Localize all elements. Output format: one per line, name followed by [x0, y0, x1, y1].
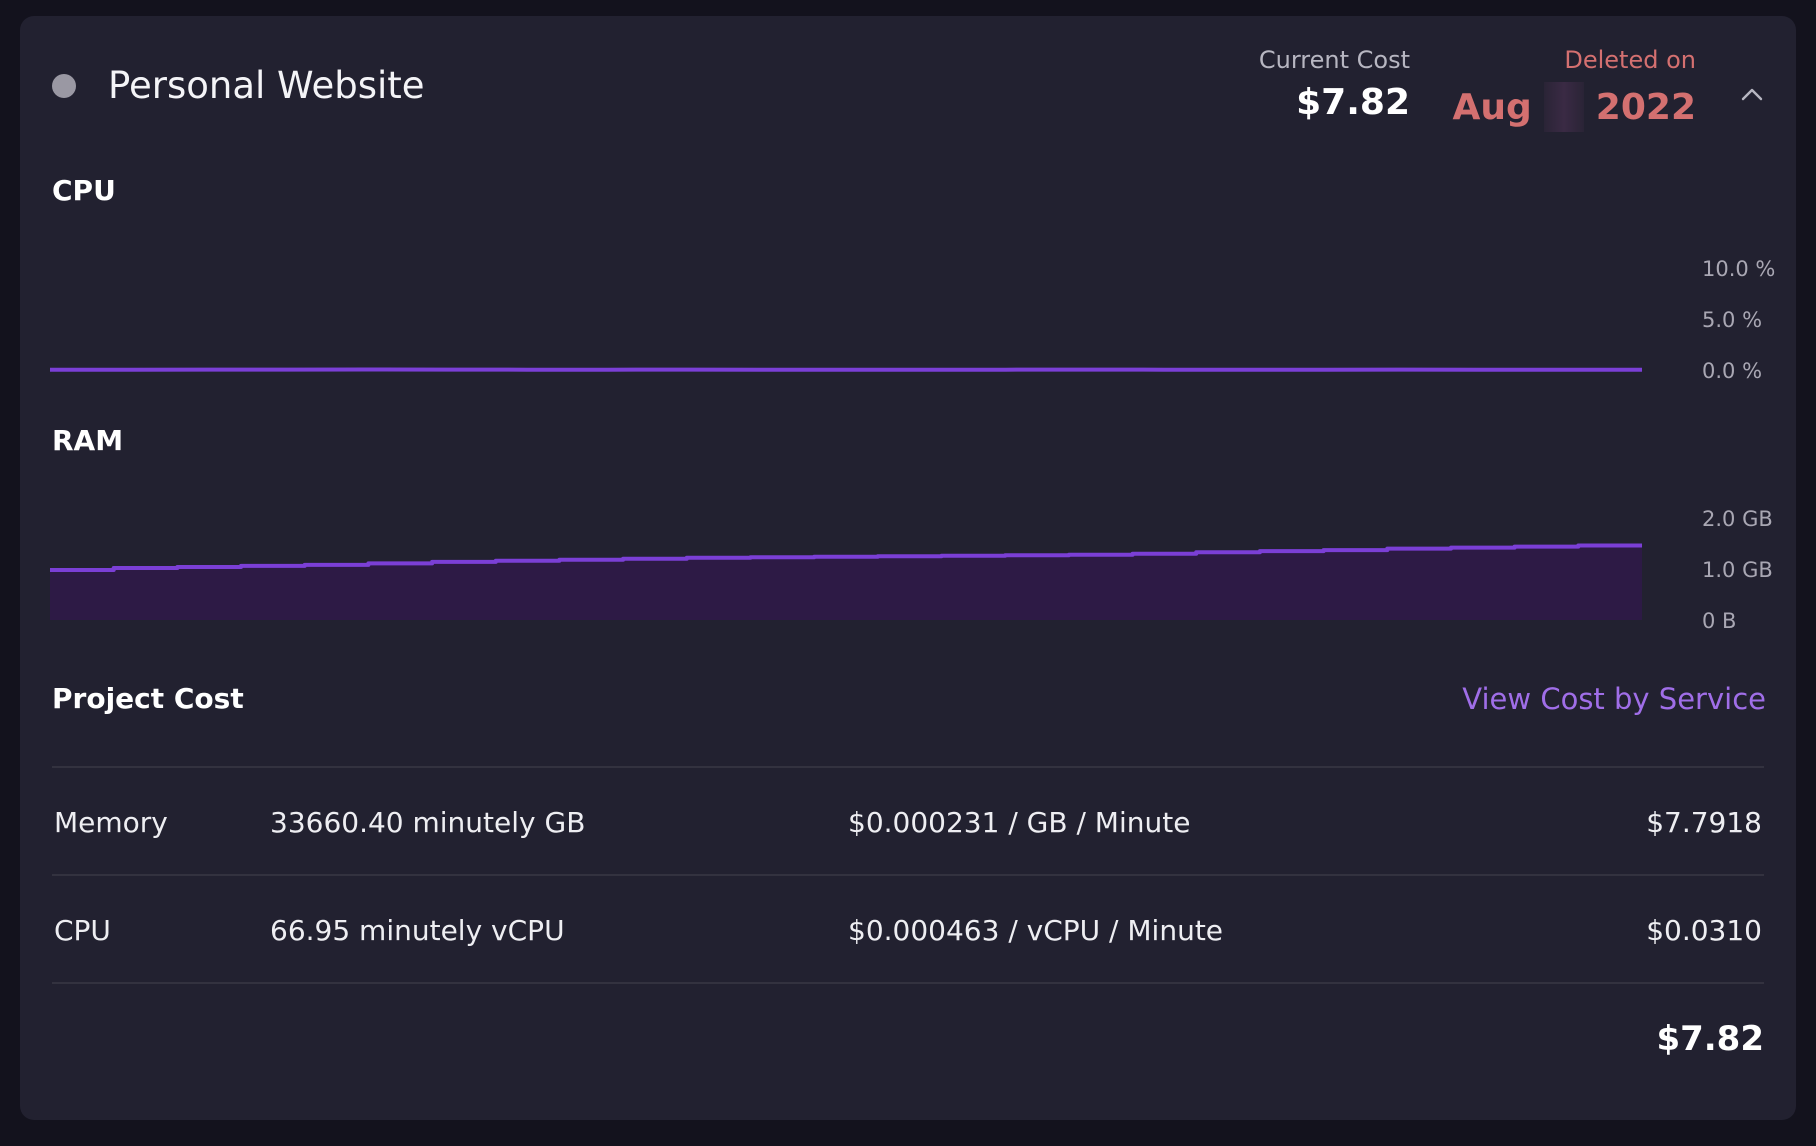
ram-chart: 2.0 GB 1.0 GB 0 B	[50, 507, 1773, 633]
project-card: Personal Website Current Cost $7.82 Dele…	[20, 16, 1796, 1120]
table-divider	[52, 766, 1764, 768]
deleted-month: Aug	[1452, 86, 1532, 128]
status-indicator	[52, 74, 76, 98]
cpu-chart: 10.0 % 5.0 % 0.0 %	[50, 257, 1775, 383]
project-cost-title: Project Cost	[52, 682, 244, 715]
table-divider	[52, 874, 1764, 876]
deleted-on-date: Aug 2022	[1453, 82, 1696, 132]
redacted-day	[1543, 82, 1584, 132]
cost-row-cpu-rate: $0.000463 / vCPU / Minute	[848, 914, 1224, 947]
cost-row-memory-usage: 33660.40 minutely GB	[270, 806, 586, 839]
cpu-chart-y-tick: 10.0 %	[1702, 257, 1775, 281]
cost-row-cpu-name: CPU	[54, 914, 111, 947]
current-cost-label: Current Cost	[1258, 46, 1410, 74]
cpu-chart-title: CPU	[52, 174, 116, 207]
ram-chart-title: RAM	[52, 424, 124, 457]
ram-chart-area-fill	[50, 545, 1642, 620]
cost-row-memory-amount: $7.7918	[1646, 806, 1762, 839]
project-name: Personal Website	[108, 64, 425, 107]
cost-row-cpu-usage: 66.95 minutely vCPU	[270, 914, 565, 947]
cpu-chart-y-tick: 0.0 %	[1702, 359, 1762, 383]
cost-row-memory-rate: $0.000231 / GB / Minute	[848, 806, 1191, 839]
chevron-up-icon	[1741, 88, 1763, 101]
cost-total: $7.82	[1656, 1019, 1764, 1059]
ram-chart-y-tick: 0 B	[1702, 609, 1736, 633]
table-divider	[52, 982, 1764, 984]
ram-chart-y-tick: 2.0 GB	[1702, 507, 1773, 531]
ram-chart-y-tick: 1.0 GB	[1702, 558, 1773, 582]
deleted-on-label: Deleted on	[1564, 46, 1696, 74]
cpu-chart-y-tick: 5.0 %	[1702, 308, 1762, 332]
cost-row-cpu-amount: $0.0310	[1646, 914, 1762, 947]
view-cost-by-service-link[interactable]: View Cost by Service	[1462, 682, 1766, 716]
ram-chart-series-line	[50, 543, 1642, 572]
deleted-year: 2022	[1595, 86, 1696, 128]
cost-row-memory-name: Memory	[54, 806, 168, 839]
collapse-button[interactable]	[1736, 78, 1768, 110]
current-cost-value: $7.82	[1296, 82, 1410, 123]
